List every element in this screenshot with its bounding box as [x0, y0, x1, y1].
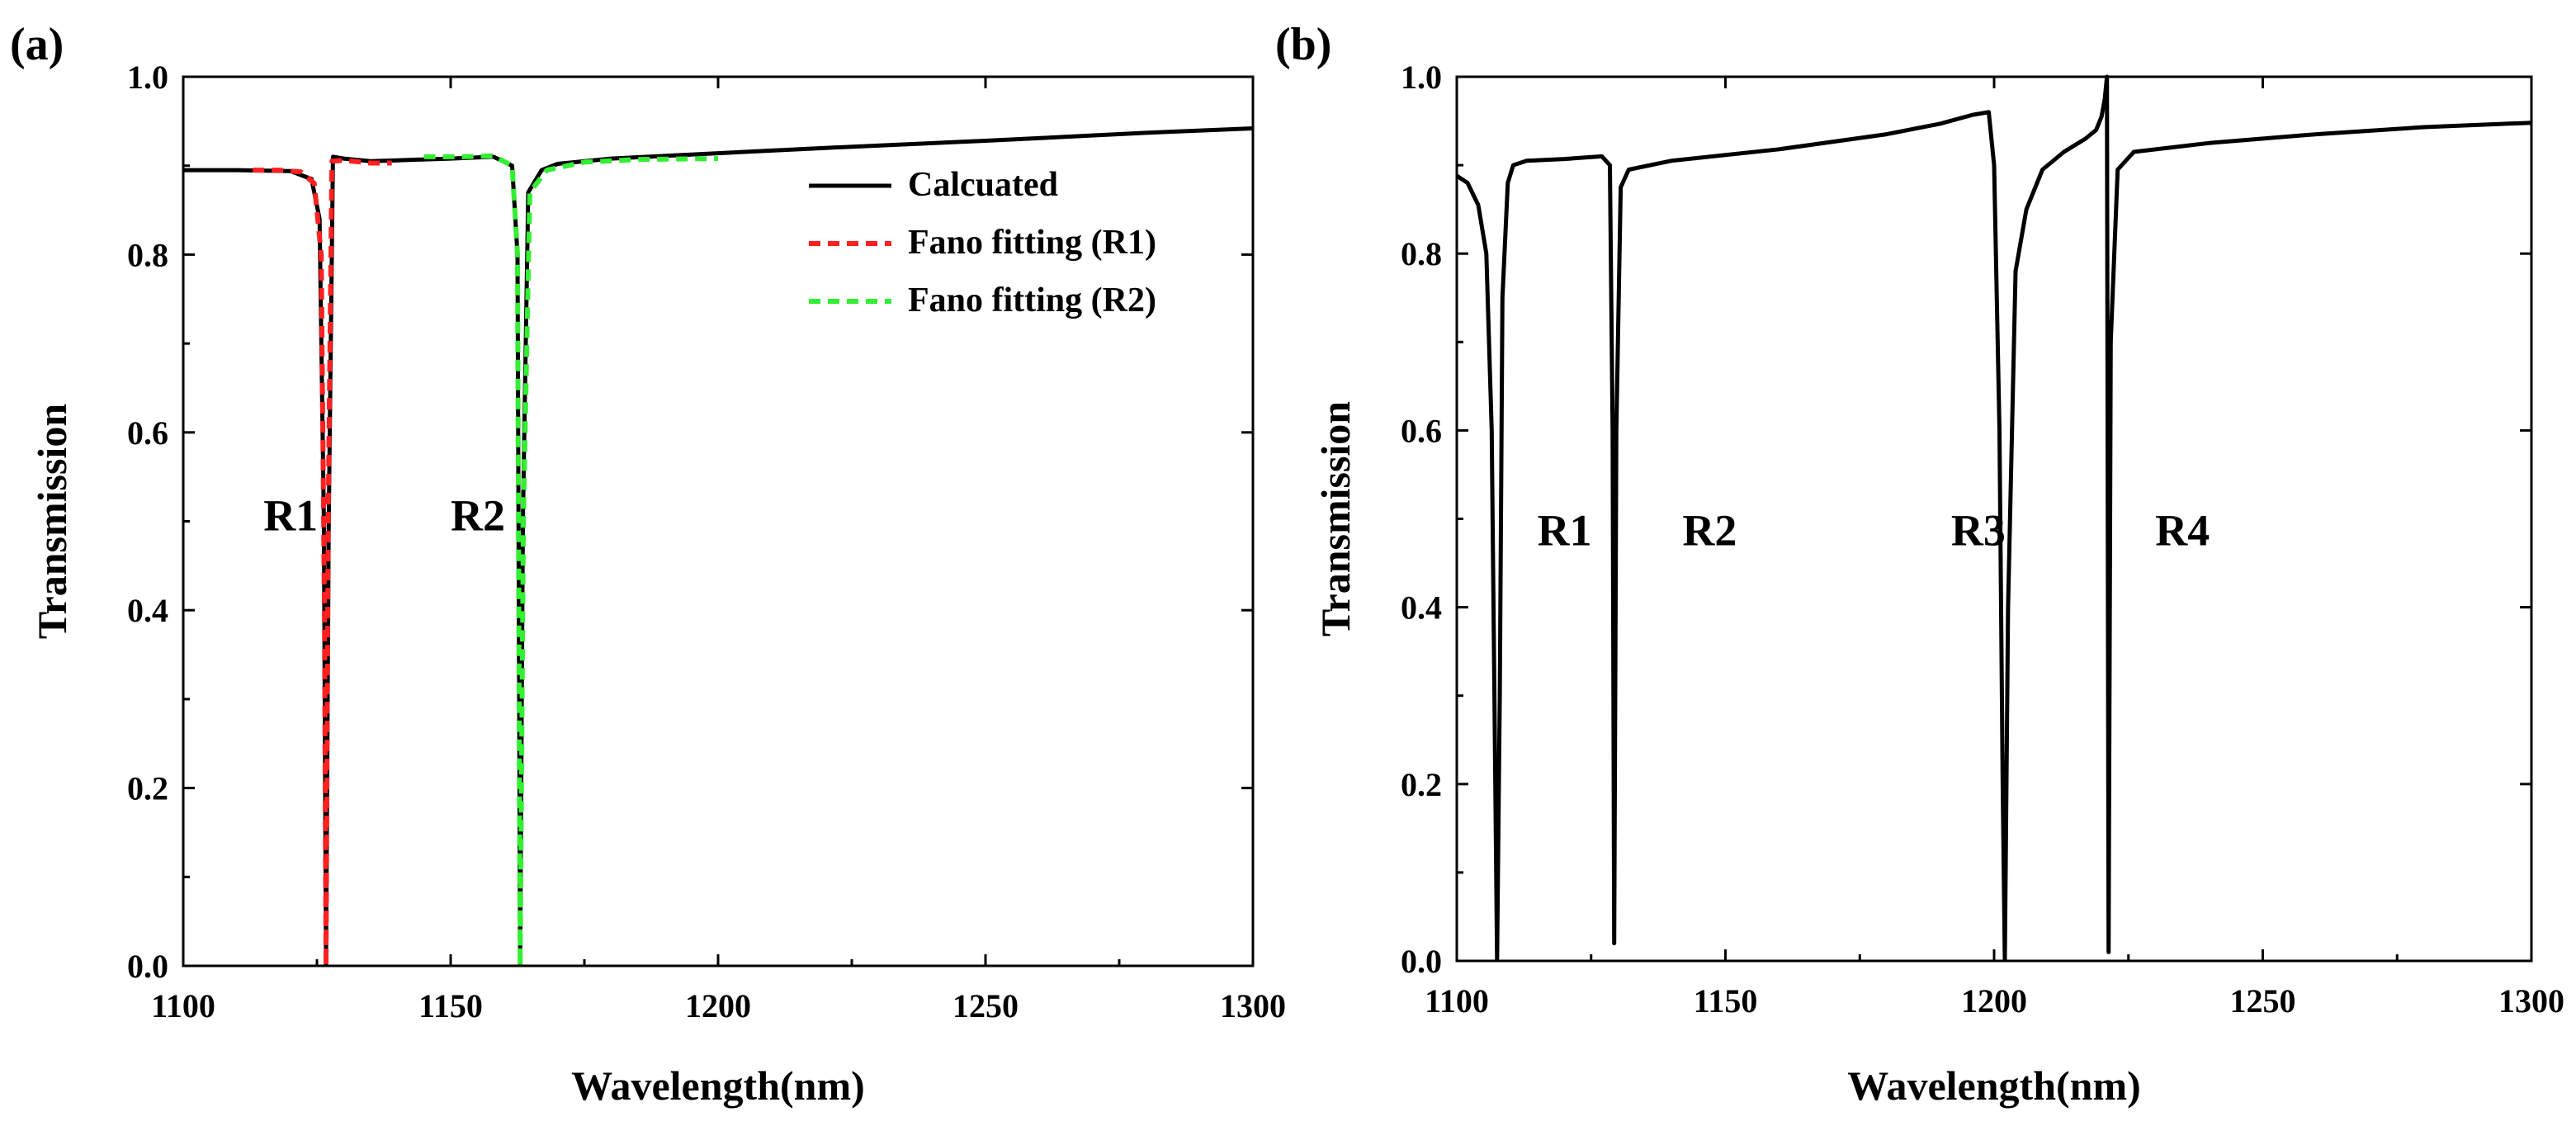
series-line-calcuated	[183, 126, 1253, 966]
resonance-label: R4	[2155, 506, 2210, 556]
legend: Calcuated Fano fitting (R1) Fano fitting (…	[809, 166, 1156, 319]
x-tick-label: 1250	[952, 987, 1019, 1024]
y-tick-label: 0.2	[1401, 766, 1442, 803]
series-line-fano-fitting-r1	[253, 158, 392, 966]
y-tick-label: 0.6	[127, 414, 168, 452]
x-tick-label: 1300	[2498, 982, 2564, 1020]
y-tick-label: 1.0	[127, 59, 168, 96]
y-tick-label: 0.4	[127, 592, 168, 629]
y-axis-title: Transmission	[29, 404, 75, 639]
y-tick-label: 0.0	[1401, 943, 1442, 980]
resonance-label: R1	[263, 490, 318, 540]
x-axis-title: Wavelength(nm)	[571, 1062, 865, 1109]
resonance-label: R2	[451, 490, 505, 540]
series-line-calcuated	[1457, 74, 2531, 961]
x-tick-label: 1150	[418, 987, 483, 1024]
y-tick-label: 0.8	[127, 236, 168, 273]
x-tick-label: 1100	[151, 987, 215, 1024]
panel-label: (b)	[1275, 19, 1331, 70]
x-tick-label: 1100	[1425, 982, 1489, 1020]
series-line-fano-fitting-r2	[423, 153, 719, 966]
x-tick-label: 1200	[1961, 982, 2027, 1020]
x-tick-label: 1200	[685, 987, 751, 1024]
y-tick-label: 0.2	[127, 770, 168, 807]
panel-label: (a)	[10, 19, 64, 70]
panel-a: (a) 1100 1150 1200 1250 1300 0.0 0.2 0.4 0.6 0.8 1.…	[10, 19, 1286, 1109]
y-tick-label: 0.0	[127, 948, 168, 985]
legend-entry: Fano fitting (R2)	[908, 282, 1156, 319]
y-tick-label: 0.4	[1401, 589, 1442, 627]
x-axis-title: Wavelength(nm)	[1847, 1062, 2141, 1109]
x-tick-label: 1300	[1220, 987, 1286, 1024]
y-tick-label: 1.0	[1401, 59, 1442, 96]
legend-entry: Fano fitting (R1)	[908, 224, 1156, 262]
resonance-label: R3	[1951, 506, 2006, 556]
resonance-label: R2	[1682, 506, 1737, 556]
x-tick-label: 1150	[1694, 982, 1758, 1020]
resonance-label: R1	[1538, 506, 1592, 556]
y-tick-label: 0.6	[1401, 412, 1442, 449]
y-tick-label: 0.8	[1401, 235, 1442, 272]
plot-frame	[182, 75, 1255, 968]
panel-b: (b) 1100 1150 1200 1250 1300 0.0 0.2 0.4 0.6 0.8 1.…	[1275, 19, 2564, 1109]
x-tick-label: 1250	[2230, 982, 2296, 1020]
legend-entry: Calcuated	[908, 166, 1058, 204]
y-axis-title: Transmission	[1312, 401, 1359, 636]
